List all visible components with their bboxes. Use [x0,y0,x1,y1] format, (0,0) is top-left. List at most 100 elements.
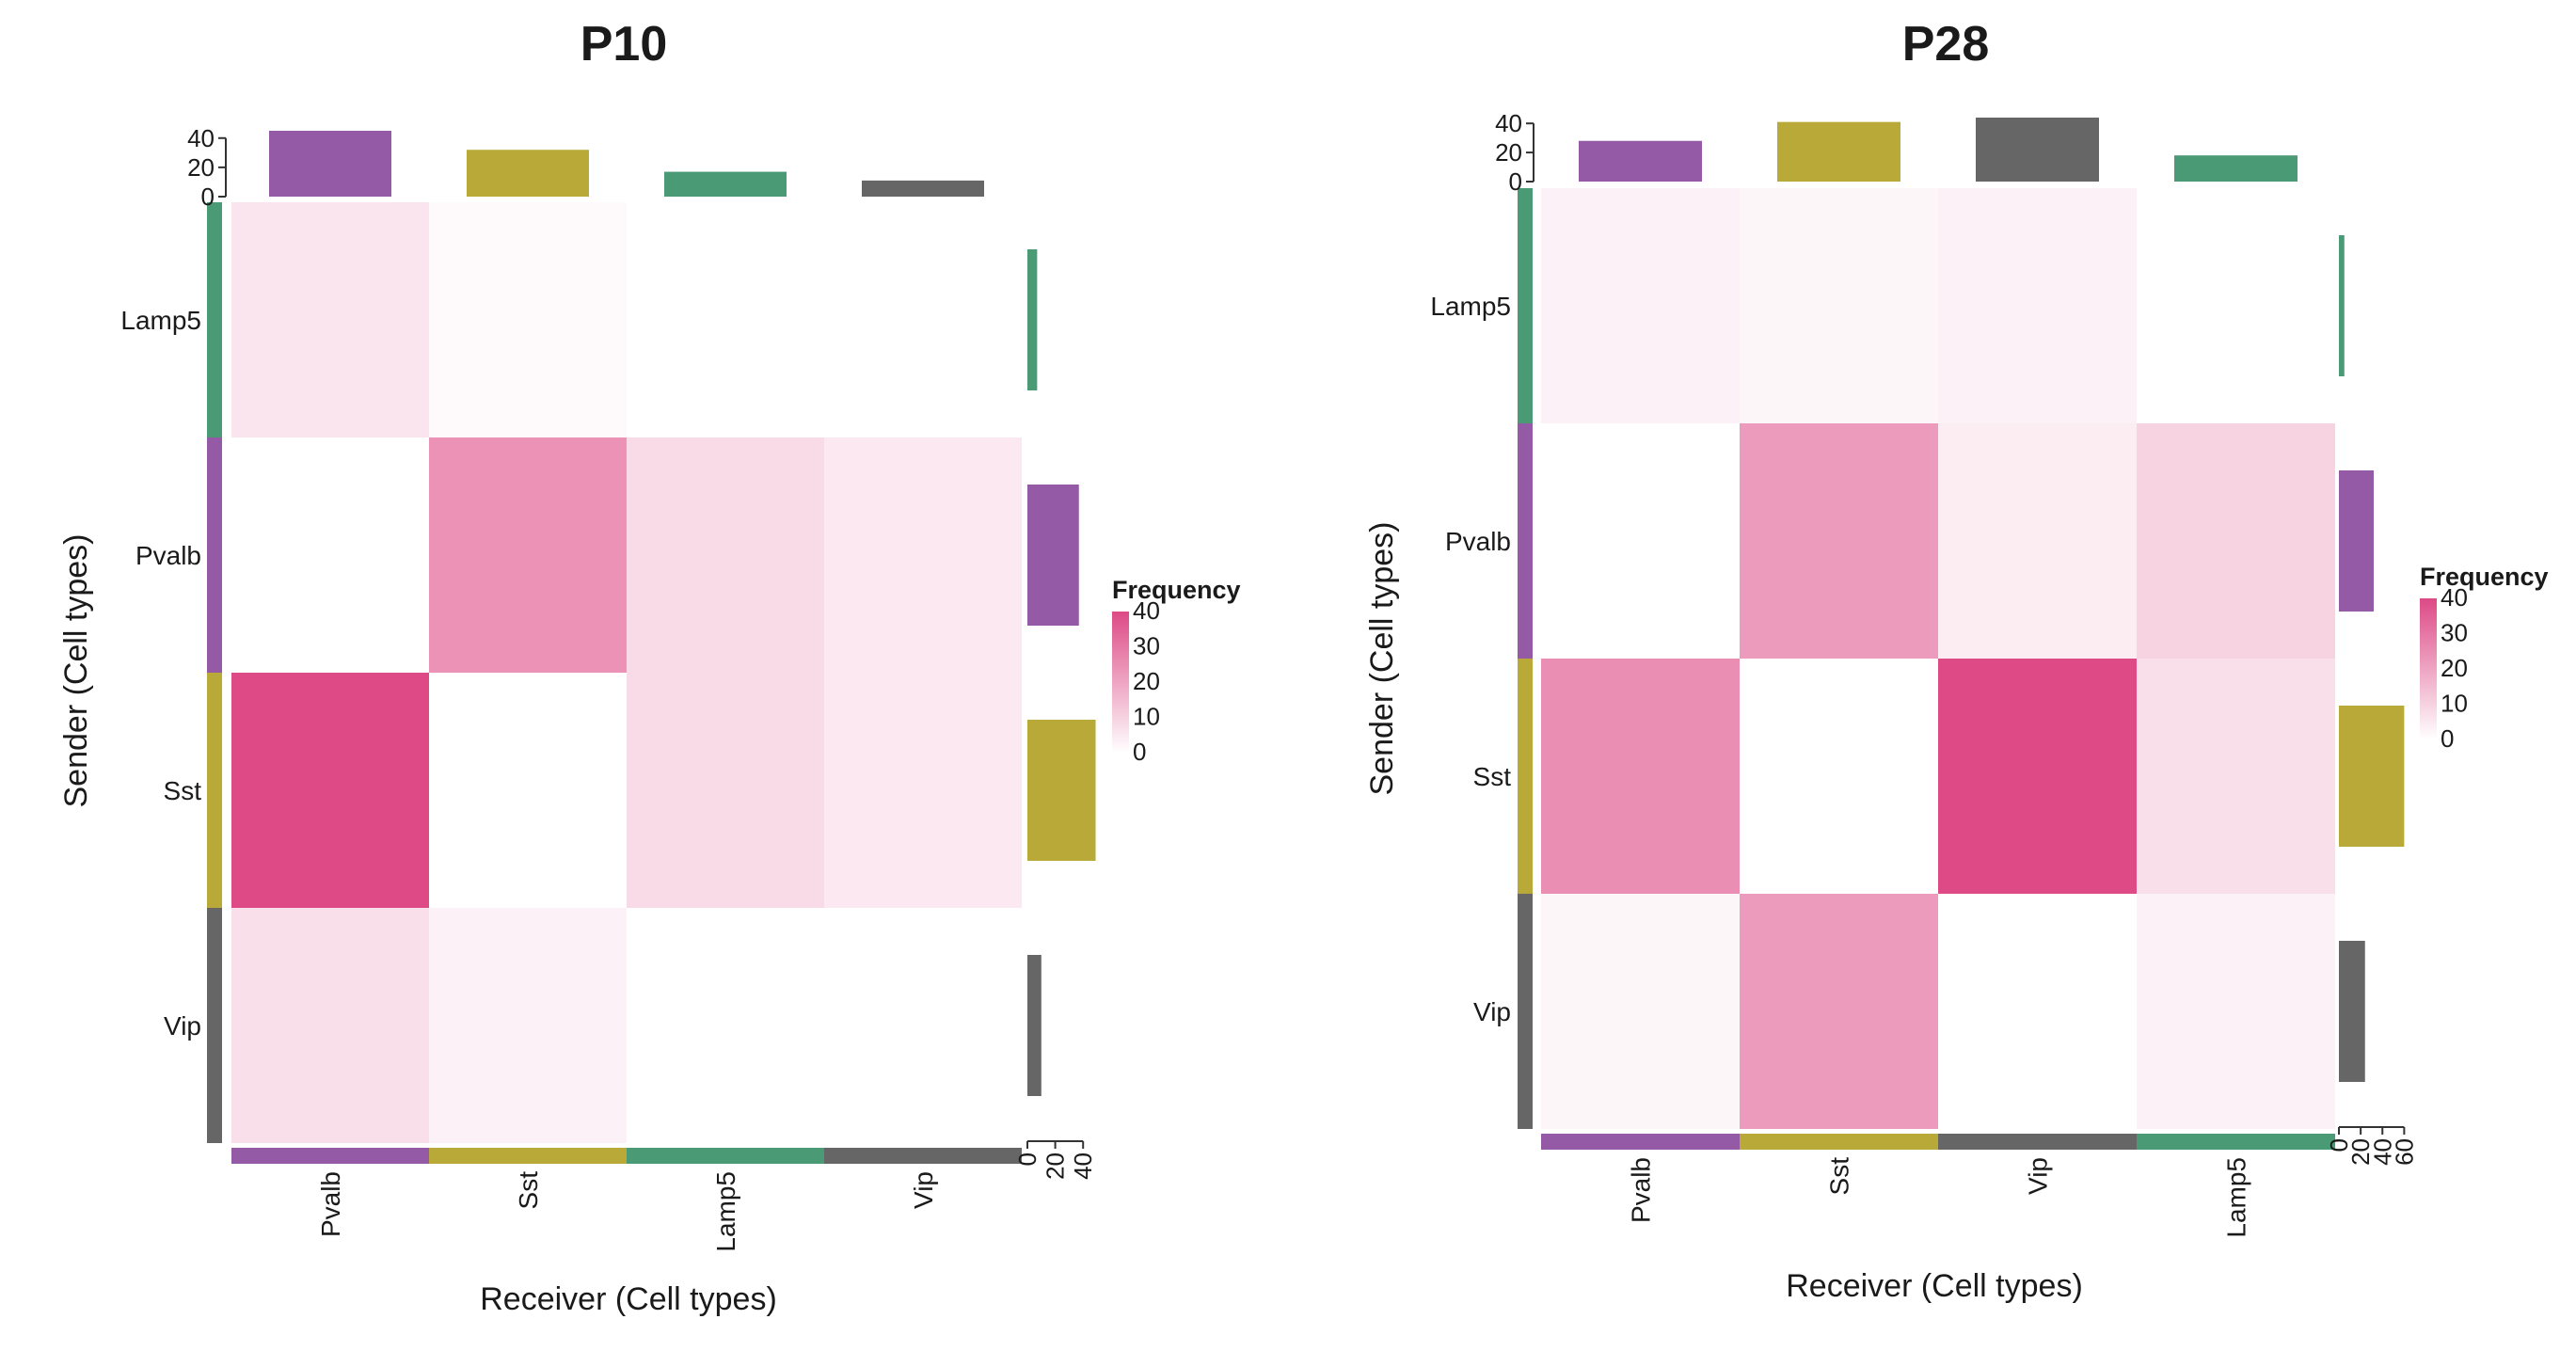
right-bar-vip [1027,955,1042,1096]
y-axis-label: Sender (Cell types) [1364,521,1400,795]
top-bar-tick-label: 40 [1495,109,1522,137]
top-bar-tick-label: 40 [187,124,215,152]
heatmap-cell-vip-sst [429,908,627,1143]
top-bar-tick-label: 0 [201,183,215,211]
heatmap-cell-sst-lamp5 [2137,659,2335,894]
col-label-vip: Vip [2024,1157,2053,1195]
panel-title: P28 [1902,17,1990,72]
top-bar-tick-label: 20 [1495,138,1522,167]
heatmap-cell-lamp5-vip [824,202,1022,437]
row-label-pvalb: Pvalb [1445,527,1511,556]
legend-tick-label: 10 [2441,690,2468,718]
x-axis-label: Receiver (Cell types) [1786,1268,2083,1304]
legend-title: Frequency [2420,563,2549,591]
sender-color-strip [207,202,222,1143]
col-label-sst: Sst [1825,1157,1854,1196]
heatmap-cell-pvalb-pvalb [231,437,429,673]
right-bar-tick-label: 40 [1069,1152,1097,1180]
receiver-strip-vip [1938,1134,2137,1150]
top-bar-tick-label: 0 [1509,167,1522,196]
heatmap-cell-lamp5-vip [1938,188,2137,423]
right-bar-pvalb [2339,470,2374,612]
receiver-strip-lamp5 [627,1148,824,1164]
col-label-lamp5: Lamp5 [711,1171,740,1252]
sender-strip-lamp5 [207,202,222,437]
receiver-strip-lamp5 [2137,1134,2335,1150]
row-label-sst: Sst [164,776,202,805]
top-bar-tick-label: 20 [187,153,215,182]
receiver-color-strip [1541,1134,2335,1150]
receiver-strip-pvalb [1541,1134,1740,1150]
frequency-legend: Frequency 40 30 20 10 0 [2420,563,2549,753]
heatmap-cell-sst-pvalb [231,673,429,908]
right-bar-lamp5 [1027,249,1038,390]
sender-strip-lamp5 [1518,188,1533,423]
heatmap-cell-sst-pvalb [1541,659,1740,894]
sender-color-strip [1518,188,1533,1129]
heatmap-cell-pvalb-sst [429,437,627,673]
legend-tick-label: 0 [2441,724,2454,753]
heatmap-cell-vip-pvalb [231,908,429,1143]
row-label-vip: Vip [1473,997,1511,1026]
heatmap-cell-vip-pvalb [1541,894,1740,1129]
top-bar-lamp5 [664,171,787,197]
legend-tick-label: 20 [1133,667,1160,695]
heatmap-cell-pvalb-lamp5 [2137,423,2335,659]
legend-tick-label: 40 [2441,583,2468,612]
x-axis-label: Receiver (Cell types) [480,1281,777,1317]
heatmap-cell-vip-lamp5 [627,908,824,1143]
right-bar-pvalb [1027,485,1079,626]
sender-strip-sst [1518,659,1533,894]
receiver-strip-sst [1740,1134,1938,1150]
row-label-vip: Vip [164,1011,201,1041]
legend-title: Frequency [1112,576,1241,604]
heatmap-cells [1541,188,2335,1129]
receiver-color-strip [231,1148,1022,1164]
col-label-sst: Sst [514,1171,543,1210]
heatmap-cell-pvalb-lamp5 [627,437,824,673]
right-bar-tick-label: 40 [2368,1138,2396,1166]
heatmap-cell-lamp5-sst [429,202,627,437]
heatmap-cell-sst-vip [824,673,1022,908]
col-label-pvalb: Pvalb [316,1171,345,1237]
right-bar-vip [2339,941,2365,1082]
heatmap-cell-pvalb-pvalb [1541,423,1740,659]
legend-color-bar [1112,612,1129,753]
col-label-vip: Vip [909,1171,938,1209]
sender-strip-vip [207,908,222,1143]
heatmap-cell-sst-sst [1740,659,1938,894]
heatmap-cell-pvalb-sst [1740,423,1938,659]
sender-strip-sst [207,673,222,908]
receiver-strip-vip [824,1148,1022,1164]
legend-tick-label: 20 [2441,654,2468,682]
heatmap-cell-vip-lamp5 [2137,894,2335,1129]
right-bar-tick-label: 20 [2346,1138,2375,1166]
right-bar-tick-label: 60 [2390,1138,2418,1166]
legend-tick-label: 10 [1133,703,1160,731]
legend-tick-label: 30 [2441,619,2468,647]
heatmap-cell-lamp5-pvalb [231,202,429,437]
top-bar-vip [1976,118,2099,182]
row-labels: Lamp5 Pvalb Sst Vip [1430,292,1511,1026]
heatmap-cell-lamp5-pvalb [1541,188,1740,423]
heatmap-cell-pvalb-vip [1938,423,2137,659]
top-bar-vip [862,180,984,197]
right-bar-tick-label: 20 [1042,1152,1070,1180]
sender-strip-pvalb [1518,423,1533,659]
heatmap-cell-vip-vip [824,908,1022,1143]
top-bar-sst [467,150,589,197]
legend-tick-label: 30 [1133,632,1160,660]
heatmap-cell-lamp5-lamp5 [2137,188,2335,423]
col-label-pvalb: Pvalb [1627,1157,1656,1223]
heatmap-cell-sst-vip [1938,659,2137,894]
receiver-strip-pvalb [231,1148,429,1164]
col-label-lamp5: Lamp5 [2222,1157,2251,1238]
right-bar-tick-label: 0 [2325,1138,2353,1152]
top-bar-pvalb [269,131,391,197]
top-bar-sst [1777,121,1900,182]
top-bar-lamp5 [2174,155,2298,182]
right-bar-tick-label: 0 [1013,1152,1042,1166]
